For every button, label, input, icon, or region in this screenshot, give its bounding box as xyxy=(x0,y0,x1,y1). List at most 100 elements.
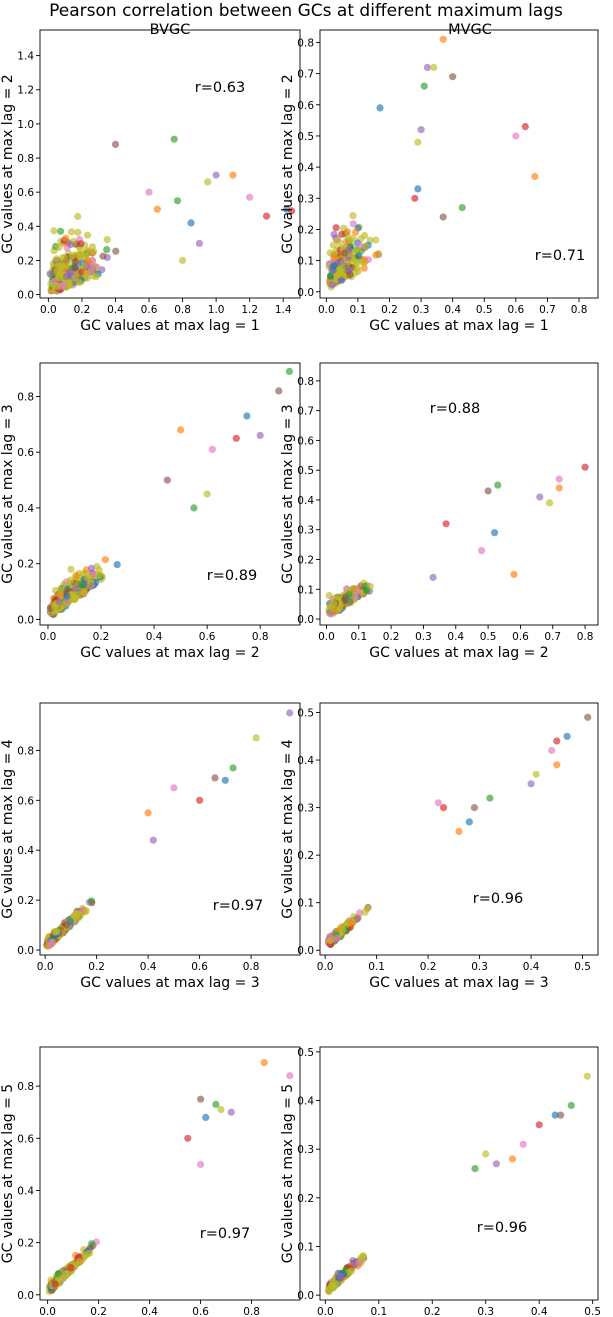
scatter-point xyxy=(217,1106,225,1114)
scatter-point xyxy=(232,434,240,442)
scatter-point xyxy=(508,1155,517,1163)
scatter-panel-7: 0.0 0.2 0.4 0.6 0.80.00.20.40.60.8GC values … xyxy=(0,1046,301,1317)
scatter-point xyxy=(212,1100,220,1108)
scatter-point xyxy=(88,897,96,905)
scatter-point xyxy=(339,926,347,934)
scatter-point xyxy=(70,596,79,604)
y-tick-label: 0.1 xyxy=(297,1241,314,1253)
x-tick-label: 0.0 xyxy=(318,304,335,316)
scatter-point xyxy=(420,82,428,90)
scatter-point xyxy=(545,499,554,507)
x-tick-label: 0.6 xyxy=(192,1306,209,1317)
x-tick-label: 0.6 xyxy=(508,304,525,316)
scatter-point xyxy=(74,212,82,221)
x-tick-label: 0.8 xyxy=(252,631,269,643)
scatter-panel-3: 0.0 0.2 0.4 0.6 0.80.00.20.40.60.8GC values … xyxy=(0,362,301,661)
y-tick-label: 0.7 xyxy=(297,406,314,418)
scatter-point xyxy=(47,940,55,949)
scatter-point xyxy=(170,784,178,792)
x-tick-label: 0.1 xyxy=(368,961,385,973)
scatter-point xyxy=(285,367,293,375)
scatter-point xyxy=(430,63,438,71)
x-tick-label: 0.2 xyxy=(88,961,105,973)
scatter-point xyxy=(536,493,544,501)
scatter-point xyxy=(349,234,357,242)
scatter-point xyxy=(243,412,251,420)
axes-frame xyxy=(39,702,301,956)
y-tick-label: 0.0 xyxy=(297,945,314,957)
scatter-point xyxy=(510,570,518,579)
scatter-point xyxy=(352,228,360,236)
scatter-point xyxy=(455,827,463,836)
scatter-point xyxy=(465,818,473,826)
axes-frame xyxy=(39,1046,301,1301)
scatter-point xyxy=(439,35,447,43)
scatter-point xyxy=(376,104,384,112)
x-tick-label: 0.1 xyxy=(350,304,367,316)
scatter-point xyxy=(361,231,369,240)
scatter-point xyxy=(56,274,64,282)
scatter-point xyxy=(103,246,111,254)
scatter-point xyxy=(341,249,349,257)
scatter-point xyxy=(227,1108,235,1116)
scatter-point xyxy=(229,764,237,772)
scatter-point xyxy=(333,1279,341,1287)
scatter-panel-4: 0.0 0.1 0.2 0.3 0.4 0.5 0.6 0.7 0.8 0.0 0.1 0.2 0.3 0… xyxy=(280,362,599,661)
scatter-point xyxy=(333,236,341,244)
scatter-point xyxy=(112,247,120,255)
scatter-point xyxy=(343,228,351,236)
x-tick-label: 0.1 xyxy=(350,631,367,643)
scatter-point xyxy=(563,732,571,740)
scatter-point xyxy=(531,172,539,181)
scatter-point xyxy=(62,273,70,281)
scatter-point xyxy=(527,780,535,788)
scatter-point xyxy=(221,776,229,784)
correlation-annotation: r=0.88 xyxy=(430,401,480,417)
scatter-point xyxy=(55,598,63,606)
scatter-point xyxy=(202,1113,210,1121)
scatter-point xyxy=(372,236,380,244)
x-tick-label: 0.7 xyxy=(539,304,556,316)
scatter-point xyxy=(521,123,529,131)
scatter-point xyxy=(553,761,561,769)
x-tick-label: 0.4 xyxy=(140,961,157,973)
scatter-point xyxy=(492,1160,500,1168)
scatter-point xyxy=(212,171,220,179)
y-tick-label: 0.4 xyxy=(297,755,314,767)
scatter-point xyxy=(60,254,68,262)
panels: 0.0 0.2 0.4 0.6 0.8 1.0 1.2 1.4 0.0 0.2 0.4 0.6 0.8 1… xyxy=(0,29,601,1317)
x-tick-label: 0.4 xyxy=(531,1306,548,1317)
y-axis-label: GC values at max lag = 4 xyxy=(0,739,16,919)
scatter-point xyxy=(349,220,357,228)
scatter-point xyxy=(203,490,211,498)
axes-frame xyxy=(39,29,301,299)
scatter-point xyxy=(449,73,457,81)
x-axis-label: GC values at max lag = 1 xyxy=(369,318,548,334)
scatter-point xyxy=(346,270,354,279)
x-tick-label: 0.2 xyxy=(424,1306,441,1317)
y-tick-label: 0.3 xyxy=(297,193,314,205)
scatter-point xyxy=(439,213,447,221)
y-tick-label: 0.0 xyxy=(297,1290,314,1302)
correlation-annotation: r=0.89 xyxy=(207,568,257,584)
scatter-point xyxy=(153,205,161,213)
y-tick-label: 0.4 xyxy=(17,1185,34,1197)
scatter-point xyxy=(553,737,561,745)
scatter-point xyxy=(345,590,353,599)
scatter-point xyxy=(363,587,371,595)
scatter-point xyxy=(347,1267,356,1275)
scatter-points xyxy=(325,35,539,291)
scatter-point xyxy=(341,596,349,604)
axes-frame xyxy=(319,1046,599,1301)
scatter-point xyxy=(440,804,448,812)
y-axis-label: GC values at max lag = 2 xyxy=(0,74,16,253)
scatter-points xyxy=(325,1072,591,1296)
scatter-points xyxy=(46,135,296,295)
scatter-point xyxy=(414,138,422,146)
scatter-point xyxy=(229,171,237,179)
y-tick-label: 0.2 xyxy=(297,1193,314,1205)
scatter-point xyxy=(62,234,70,242)
x-tick-label: 0.2 xyxy=(74,304,91,316)
scatter-point xyxy=(67,565,75,573)
